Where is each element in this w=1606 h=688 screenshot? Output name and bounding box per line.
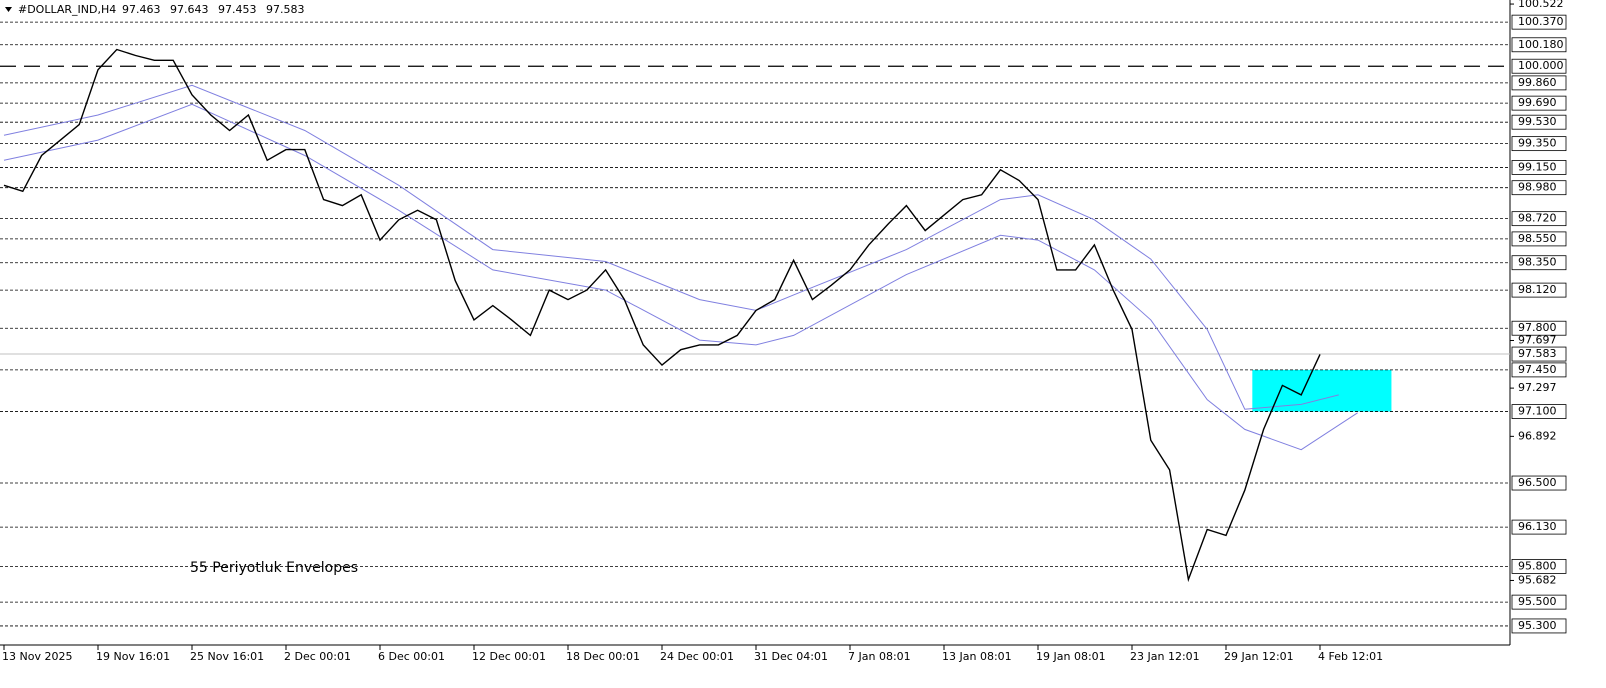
level-label: 100.000	[1518, 59, 1564, 72]
level-label-box	[1511, 231, 1567, 247]
x-tick-label: 13 Nov 2025	[2, 650, 72, 663]
x-tick-label: 31 Dec 04:01	[754, 650, 828, 663]
level-label-box	[1511, 475, 1567, 491]
x-tick-label: 29 Jan 12:01	[1224, 650, 1294, 663]
level-label-box	[1511, 75, 1567, 91]
level-label-box	[1511, 618, 1567, 634]
price-line	[3, 48, 1321, 583]
y-tick-label: 96.892	[1518, 429, 1557, 442]
x-tick-label: 2 Dec 00:01	[284, 650, 351, 663]
level-label-box	[1511, 95, 1567, 111]
level-label-box	[1511, 282, 1567, 298]
level-label-box	[1511, 136, 1567, 152]
x-tick-label: 19 Jan 08:01	[1036, 650, 1106, 663]
level-label: 98.720	[1518, 212, 1557, 225]
level-label: 98.350	[1518, 256, 1557, 269]
level-label-box	[1511, 519, 1567, 535]
level-label-box	[1511, 14, 1567, 30]
level-label-box	[1511, 211, 1567, 227]
level-label-box	[1511, 404, 1567, 419]
level-label: 96.500	[1518, 476, 1557, 489]
y-tick-label: 97.697	[1518, 333, 1557, 346]
level-label: 96.130	[1518, 520, 1557, 533]
level-label: 100.180	[1518, 38, 1564, 51]
level-label: 98.550	[1518, 232, 1557, 245]
level-label: 99.530	[1518, 115, 1557, 128]
level-label: 99.690	[1518, 96, 1557, 109]
level-label: 99.350	[1518, 137, 1557, 150]
level-label-box	[1511, 255, 1567, 271]
ohlc-value: 97.453	[218, 3, 257, 16]
x-tick-label: 13 Jan 08:01	[942, 650, 1012, 663]
annotation: 55 Periyotluk Envelopes	[190, 560, 358, 576]
ohlc-value: 97.463	[122, 3, 161, 16]
ohlc-value: 97.643	[170, 3, 209, 16]
envelope-line	[3, 103, 1358, 451]
y-tick-label: 100.522	[1518, 0, 1564, 10]
level-label-box	[1511, 114, 1567, 130]
level-label: 95.300	[1518, 619, 1557, 632]
envelope-line	[3, 84, 1339, 410]
symbol: #DOLLAR_IND,H4	[18, 3, 116, 16]
level-label: 97.800	[1518, 321, 1557, 334]
level-label-box	[1511, 558, 1567, 574]
level-label: 95.500	[1518, 595, 1557, 608]
level-label-box	[1511, 362, 1567, 378]
x-tick-label: 4 Feb 12:01	[1318, 650, 1383, 663]
level-label-box	[1511, 37, 1567, 53]
level-label: 99.150	[1518, 160, 1557, 173]
zone	[1252, 369, 1392, 412]
last-price-label: 97.583	[1518, 347, 1557, 360]
x-tick-label: 7 Jan 08:01	[848, 650, 911, 663]
level-label: 100.370	[1518, 15, 1564, 28]
y-tick-label: 95.682	[1518, 573, 1557, 586]
level-label-box	[1511, 160, 1567, 175]
level-label: 97.450	[1518, 363, 1557, 376]
x-tick-label: 25 Nov 16:01	[190, 650, 264, 663]
x-tick-label: 12 Dec 00:01	[472, 650, 546, 663]
x-tick-label: 24 Dec 00:01	[660, 650, 734, 663]
last-price-box	[1511, 346, 1567, 362]
level-label: 95.800	[1518, 559, 1557, 572]
level-label-box	[1511, 180, 1567, 196]
x-tick-label: 19 Nov 16:01	[96, 650, 170, 663]
level-label-box	[1511, 320, 1567, 336]
level-label: 99.860	[1518, 76, 1557, 89]
level-label: 98.980	[1518, 181, 1557, 194]
level-label-box	[1511, 58, 1567, 74]
level-label: 97.100	[1518, 405, 1557, 418]
level-label: 98.120	[1518, 283, 1557, 296]
y-tick-label: 97.297	[1518, 381, 1557, 394]
ohlc-value: 97.583	[266, 3, 305, 16]
level-label-box	[1511, 594, 1567, 610]
menu-arrow[interactable]	[5, 7, 12, 12]
x-tick-label: 6 Dec 00:01	[378, 650, 445, 663]
x-tick-label: 18 Dec 00:01	[566, 650, 640, 663]
x-tick-label: 23 Jan 12:01	[1130, 650, 1200, 663]
